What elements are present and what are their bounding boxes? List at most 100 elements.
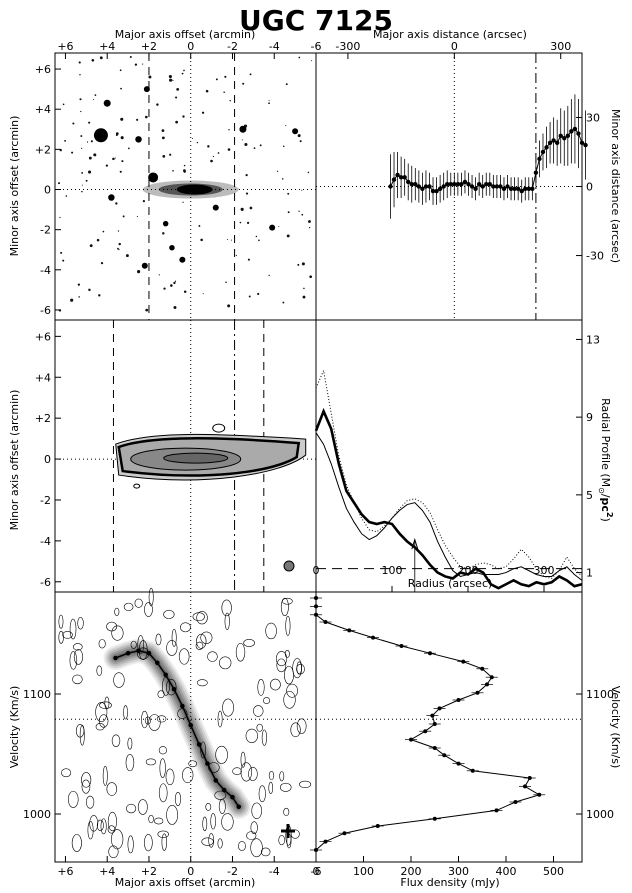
noise-contour — [232, 767, 242, 775]
noise-contour — [221, 813, 234, 831]
noise-contour — [240, 751, 246, 768]
bright-star — [239, 125, 247, 133]
y-tick-label: -30 — [586, 250, 604, 263]
x-tick-label: +6 — [57, 40, 73, 53]
star-dot — [174, 280, 177, 282]
x-tick-label: 400 — [496, 865, 517, 878]
star-dot — [137, 270, 141, 274]
noise-contour — [111, 829, 124, 850]
star-dot — [172, 169, 174, 172]
bright-star — [135, 136, 142, 143]
noise-contour — [286, 683, 298, 698]
star-dot — [120, 117, 124, 121]
star-dot — [282, 301, 285, 304]
noise-contour — [100, 818, 107, 835]
noise-contours — [58, 587, 312, 859]
noise-contour — [224, 612, 230, 630]
panel6-xlabel: Flux density (mJy) — [400, 876, 499, 889]
star-dot — [115, 134, 118, 137]
star-dot — [298, 56, 301, 59]
y-tick-label: 1100 — [586, 688, 614, 701]
x-tick-label: 0 — [187, 865, 194, 878]
star-dot — [226, 238, 228, 240]
noise-contour — [106, 782, 118, 796]
bright-star — [162, 220, 169, 227]
x-tick-label: +4 — [99, 40, 115, 53]
ylabel-part: pc — [599, 498, 612, 512]
star-dot — [183, 69, 185, 72]
star-dot — [93, 99, 95, 101]
noise-contour — [73, 649, 84, 665]
star-dot — [162, 154, 166, 158]
noise-contour — [148, 714, 161, 731]
star-dot — [200, 238, 203, 242]
noise-contour — [137, 635, 144, 654]
noise-contour — [257, 678, 265, 696]
noise-contour — [166, 640, 178, 656]
star-dot — [285, 83, 288, 86]
noise-contour — [177, 708, 188, 719]
star-dot — [308, 226, 311, 229]
star-dot — [90, 140, 93, 143]
noise-contour — [79, 724, 85, 746]
star-dot — [120, 136, 124, 140]
noise-contour — [107, 811, 118, 832]
star-dot — [136, 118, 139, 121]
x-tick-label: 300 — [448, 865, 469, 878]
star-dot — [241, 139, 243, 141]
noise-contour — [174, 792, 182, 807]
star-dot — [71, 151, 74, 154]
star-dot — [210, 159, 213, 163]
noise-contour — [214, 790, 227, 800]
star-dot — [121, 160, 124, 163]
bright-star — [212, 204, 219, 211]
star-dot — [258, 239, 260, 242]
noise-contour — [95, 702, 108, 723]
noise-contour — [276, 658, 287, 673]
star-dot — [161, 136, 165, 140]
star-dot — [225, 281, 227, 283]
noise-contour — [89, 815, 99, 832]
noise-contour — [130, 640, 137, 649]
noise-contour — [208, 762, 220, 773]
star-dot — [245, 174, 248, 177]
noise-contour — [148, 587, 154, 607]
noise-contour — [108, 845, 119, 859]
star-dot — [246, 221, 250, 224]
noise-contour — [195, 641, 204, 650]
data-point — [388, 184, 393, 189]
contour-blob — [133, 483, 141, 489]
star-dot — [287, 211, 290, 214]
star-dot — [129, 56, 132, 59]
y-tick-label: -6 — [40, 576, 51, 589]
star-dot — [215, 78, 218, 81]
noise-contour — [215, 745, 228, 764]
noise-contour — [96, 819, 104, 831]
noise-contour — [217, 710, 223, 728]
star-dot — [117, 247, 119, 250]
noise-contour — [127, 737, 133, 750]
noise-contour — [102, 765, 108, 786]
x-tick-label: 0 — [187, 40, 194, 53]
star-dot — [286, 234, 290, 238]
x-tick-label: +2 — [141, 865, 157, 878]
contour-blob — [212, 423, 226, 433]
noise-contour — [71, 834, 82, 852]
star-dot — [144, 115, 148, 119]
star-dot — [163, 287, 166, 290]
noise-contour — [208, 833, 215, 848]
star-dot — [299, 140, 302, 143]
star-dot — [311, 60, 313, 62]
star-dot — [98, 294, 101, 297]
star-dot — [64, 139, 66, 142]
star-dot — [182, 115, 185, 118]
noise-contour — [261, 847, 271, 857]
x-tick-label: -300 — [335, 40, 360, 53]
star-dot — [62, 103, 65, 106]
star-dot — [169, 78, 173, 82]
star-dot — [207, 145, 210, 148]
noise-contour — [245, 728, 258, 743]
noise-contour — [159, 758, 166, 778]
y-tick-label: +2 — [35, 143, 51, 156]
